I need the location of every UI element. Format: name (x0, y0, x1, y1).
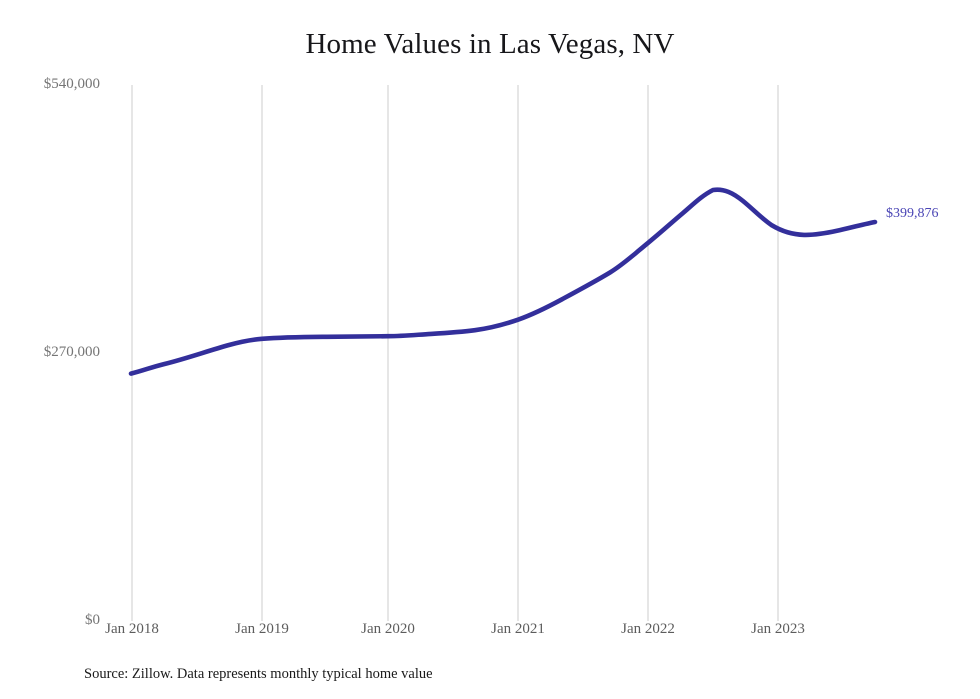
x-axis-tick-jan-2021: Jan 2021 (491, 621, 545, 637)
gridlines (131, 85, 779, 621)
x-axis-tick-jan-2022: Jan 2022 (621, 621, 675, 637)
home-value-line (128, 187, 878, 376)
chart-title: Home Values in Las Vegas, NV (305, 28, 675, 60)
x-axis-tick-jan-2020: Jan 2020 (361, 621, 415, 637)
y-axis-tick-540000: $540,000 (43, 76, 100, 92)
end-of-line-value-label: $399,876 (886, 206, 939, 221)
data-series-typical-home-value (128, 187, 878, 376)
source-note: Source: Zillow. Data represents monthly … (84, 666, 433, 682)
x-axis-tick-jan-2019: Jan 2019 (235, 621, 289, 637)
x-axis-tick-jan-2018: Jan 2018 (105, 621, 159, 637)
y-axis-tick-0: $0 (85, 612, 100, 628)
x-axis-tick-jan-2023: Jan 2023 (751, 621, 805, 637)
y-axis-tick-270000: $270,000 (43, 344, 100, 360)
